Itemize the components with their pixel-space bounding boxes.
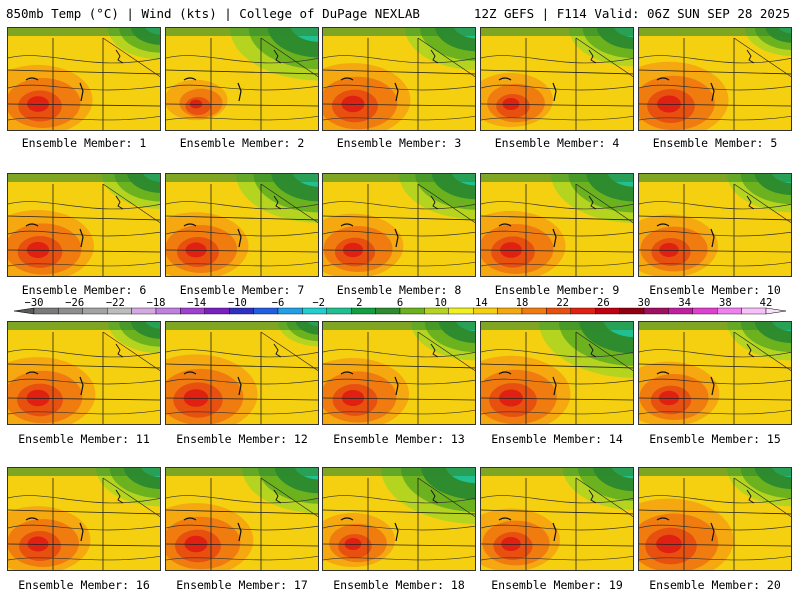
ensemble-map-panel [638, 321, 792, 425]
colorbar-arrow-right [765, 307, 787, 315]
ensemble-member-label: Ensemble Member: 2 [179, 136, 305, 150]
temperature-map [8, 322, 160, 424]
temperature-map [639, 174, 791, 276]
colorbar-tick-label: 26 [597, 297, 610, 309]
temperature-map [481, 322, 633, 424]
colorbar-tick-label: −26 [65, 297, 84, 309]
temperature-map [639, 322, 791, 424]
ensemble-member-label: Ensemble Member: 10 [649, 283, 781, 297]
ensemble-map-panel [480, 321, 634, 425]
ensemble-member-label: Ensemble Member: 12 [176, 432, 308, 446]
colorbar-tick-label: 34 [678, 297, 691, 309]
ensemble-member-label: Ensemble Member: 17 [176, 578, 308, 592]
temperature-colorbar: −30 −26 −22 −18 −14 −10 −6 −2 2 6 10 14 18 22 26 30 34 38… [13, 297, 787, 315]
colorbar-tick-label: −22 [106, 297, 125, 309]
ensemble-member-label: Ensemble Member: 3 [336, 136, 462, 150]
colorbar-tick-label: 2 [356, 297, 362, 309]
temperature-map [166, 322, 318, 424]
colorbar-swatch [351, 307, 376, 315]
temperature-map [323, 28, 475, 130]
temperature-map [639, 28, 791, 130]
temperature-map [8, 468, 160, 570]
ensemble-member-label: Ensemble Member: 6 [21, 283, 147, 297]
ensemble-member-label: Ensemble Member: 9 [494, 283, 620, 297]
ensemble-map-panel [638, 173, 792, 277]
ensemble-map-panel [7, 27, 161, 131]
temperature-map [481, 28, 633, 130]
header-title: 850mb Temp (°C) | Wind (kts) | College o… [6, 6, 420, 21]
colorbar-tick-label: −18 [147, 297, 166, 309]
ensemble-map-panel [165, 467, 319, 571]
ensemble-member-label: Ensemble Member: 13 [333, 432, 465, 446]
colorbar-swatch [448, 307, 474, 315]
ensemble-member-label: Ensemble Member: 19 [491, 578, 623, 592]
ensemble-member-label: Ensemble Member: 5 [652, 136, 778, 150]
colorbar-swatch [692, 307, 718, 315]
ensemble-map-panel [480, 173, 634, 277]
colorbar-tick-label: −2 [312, 297, 325, 309]
ensemble-map-panel [480, 27, 634, 131]
colorbar-tick-label: 14 [475, 297, 488, 309]
temperature-map [481, 174, 633, 276]
colorbar-tick-label: 38 [719, 297, 732, 309]
colorbar-swatch [326, 307, 352, 315]
ensemble-map-panel [480, 467, 634, 571]
ensemble-member-label: Ensemble Member: 15 [649, 432, 781, 446]
ensemble-map-panel [322, 27, 476, 131]
header-run-info: 12Z GEFS | F114 Valid: 06Z SUN SEP 28 20… [473, 6, 790, 21]
ensemble-member-label: Ensemble Member: 20 [649, 578, 781, 592]
colorbar-tick-label: 42 [760, 297, 773, 309]
ensemble-member-label: Ensemble Member: 16 [18, 578, 150, 592]
colorbar-tick-label: −10 [228, 297, 247, 309]
ensemble-map-panel [638, 27, 792, 131]
temperature-map [166, 468, 318, 570]
temperature-map [481, 468, 633, 570]
temperature-map [323, 468, 475, 570]
ensemble-map-panel [7, 173, 161, 277]
colorbar-tick-label: −6 [272, 297, 285, 309]
temperature-map [323, 174, 475, 276]
temperature-map [8, 174, 160, 276]
ensemble-map-panel [7, 321, 161, 425]
colorbar-tick-label: 18 [516, 297, 529, 309]
temperature-map [323, 322, 475, 424]
temperature-map [639, 468, 791, 570]
ensemble-member-label: Ensemble Member: 1 [21, 136, 147, 150]
colorbar-tick-label: 30 [638, 297, 651, 309]
colorbar-tick-label: 6 [397, 297, 403, 309]
colorbar-swatch [204, 307, 230, 315]
ensemble-member-label: Ensemble Member: 11 [18, 432, 150, 446]
colorbar-tick-label: 22 [556, 297, 569, 309]
ensemble-map-panel [165, 321, 319, 425]
ensemble-member-label: Ensemble Member: 18 [333, 578, 465, 592]
colorbar-swatch [399, 307, 425, 315]
ensemble-map-panel [7, 467, 161, 571]
ensemble-map-panel [322, 173, 476, 277]
ensemble-member-label: Ensemble Member: 4 [494, 136, 620, 150]
temperature-map [8, 28, 160, 130]
colorbar-tick-label: 10 [434, 297, 447, 309]
temperature-map [166, 174, 318, 276]
ensemble-member-label: Ensemble Member: 7 [179, 283, 305, 297]
ensemble-map-panel [165, 173, 319, 277]
ensemble-map-panel [322, 467, 476, 571]
ensemble-map-panel [165, 27, 319, 131]
colorbar-swatch [570, 307, 596, 315]
colorbar-swatch [82, 307, 108, 315]
temperature-map [166, 28, 318, 130]
ensemble-member-label: Ensemble Member: 14 [491, 432, 623, 446]
colorbar-tick-label: −30 [25, 297, 44, 309]
ensemble-member-label: Ensemble Member: 8 [336, 283, 462, 297]
ensemble-map-panel [638, 467, 792, 571]
colorbar-tick-label: −14 [187, 297, 206, 309]
ensemble-map-panel [322, 321, 476, 425]
